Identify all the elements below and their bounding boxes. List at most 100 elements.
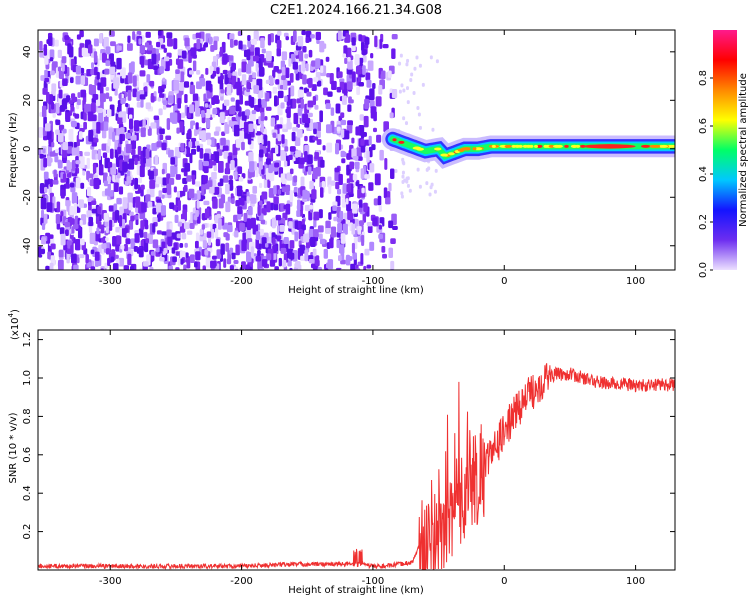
- heatmap-cell: [358, 207, 363, 213]
- heatmap-cell: [303, 171, 308, 176]
- heatmap-cell: [365, 72, 371, 81]
- heatmap-cell: [336, 231, 341, 238]
- heatmap-cell: [226, 83, 232, 96]
- heatmap-cell: [276, 47, 281, 57]
- heatmap-cell: [207, 237, 212, 246]
- y-tick-label: 0.6: [22, 447, 33, 463]
- heatmap-cell: [112, 263, 119, 270]
- heatmap-cell: [119, 133, 123, 145]
- heatmap-cell: [106, 109, 112, 118]
- heatmap-cell: [58, 89, 63, 99]
- heatmap-cell: [184, 242, 188, 248]
- heatmap-cell: [138, 38, 142, 45]
- heatmap-cell: [182, 186, 188, 192]
- heatmap-cell: [379, 149, 384, 161]
- heatmap-cell: [252, 185, 258, 194]
- heatmap-cell: [283, 160, 288, 167]
- heatmap-cell: [366, 150, 370, 163]
- heatmap-cell: [202, 160, 209, 167]
- heatmap-cell: [313, 211, 320, 221]
- heatmap-cell: [390, 260, 395, 270]
- x-tick-label: 100: [626, 276, 645, 287]
- heatmap-cell: [277, 30, 282, 36]
- heatmap-cell: [215, 238, 220, 247]
- heatmap-cell: [189, 153, 193, 164]
- heatmap-cell: [387, 70, 392, 78]
- heatmap-cell: [231, 75, 237, 85]
- snr-panel: -300 -200 -100 0 100 0.2 0.4 0.6 0.8 1.0 1.2 Heig…: [7, 309, 676, 596]
- heatmap-cell: [363, 115, 369, 128]
- heatmap-cell: [274, 266, 279, 270]
- heatmap-cell: [235, 244, 240, 256]
- heatmap-cell: [45, 123, 51, 132]
- heatmap-cell: [340, 129, 345, 139]
- heatmap-cell: [307, 100, 314, 108]
- heatmap-cell: [307, 112, 313, 118]
- heatmap-cell: [339, 78, 345, 83]
- heatmap-cell: [435, 59, 439, 64]
- heatmap-cell: [49, 262, 54, 270]
- heatmap-cell: [162, 100, 168, 106]
- heatmap-cell: [152, 223, 156, 233]
- heatmap-cell: [322, 145, 326, 151]
- colorbar-tick-label: 0.4: [698, 166, 709, 182]
- heatmap-cell: [86, 210, 92, 218]
- heatmap-cell: [303, 233, 310, 243]
- heatmap-cell: [290, 85, 295, 97]
- heatmap-cell: [126, 43, 133, 51]
- heatmap-cell: [149, 179, 156, 189]
- heatmap-cell: [341, 151, 347, 158]
- heatmap-cell: [239, 130, 245, 142]
- snr-x-ticks: -300 -200 -100 0 100: [99, 330, 645, 587]
- heatmap-cell: [337, 255, 342, 262]
- y-tick-label: 0.4: [22, 485, 33, 501]
- x-tick-label: 100: [626, 576, 645, 587]
- heatmap-cell: [347, 104, 352, 112]
- heatmap-cell: [183, 222, 190, 230]
- heatmap-cell: [328, 184, 332, 194]
- heatmap-cell: [250, 217, 256, 229]
- heatmap-cell: [158, 108, 163, 116]
- heatmap-cell: [333, 216, 339, 222]
- heatmap-cell: [97, 206, 101, 215]
- heatmap-cell: [55, 213, 61, 224]
- heatmap-cell: [235, 81, 241, 89]
- heatmap-cell: [68, 129, 74, 141]
- x-tick-label: -300: [99, 576, 122, 587]
- heatmap-cell: [188, 188, 195, 199]
- signal-hotspot: [457, 148, 464, 152]
- heatmap-cell: [143, 231, 148, 239]
- heatmap-cell: [67, 141, 74, 148]
- heatmap-cell: [352, 252, 357, 260]
- heatmap-cell: [233, 39, 238, 46]
- heatmap-cell: [358, 82, 364, 87]
- heatmap-cell: [360, 252, 364, 265]
- heatmap-cell: [102, 152, 108, 159]
- heatmap-cell: [372, 217, 378, 226]
- heatmap-cell: [167, 235, 173, 247]
- heatmap-cell: [46, 129, 52, 141]
- heatmap-cell: [186, 175, 192, 182]
- heatmap-cell: [227, 196, 232, 203]
- heatmap-cell: [245, 264, 250, 270]
- heatmap-cell: [192, 93, 199, 102]
- heatmap-cell: [154, 154, 158, 165]
- heatmap-cell: [185, 145, 191, 158]
- heatmap-cell: [205, 67, 209, 75]
- heatmap-cell: [388, 182, 392, 192]
- heatmap-cell: [204, 103, 209, 108]
- x-tick-label: -100: [362, 276, 385, 287]
- heatmap-cell: [105, 237, 109, 242]
- heatmap-cell: [99, 33, 103, 44]
- heatmap-cell: [198, 159, 203, 171]
- heatmap-cell: [305, 63, 309, 72]
- heatmap-cell: [71, 96, 78, 102]
- heatmap-cell: [215, 126, 221, 132]
- heatmap-cell: [39, 153, 44, 159]
- heatmap-cell: [295, 71, 300, 81]
- heatmap-cell: [62, 78, 68, 86]
- heatmap-cell: [352, 156, 359, 161]
- heatmap-cell: [347, 120, 353, 126]
- heatmap-cell: [308, 210, 313, 221]
